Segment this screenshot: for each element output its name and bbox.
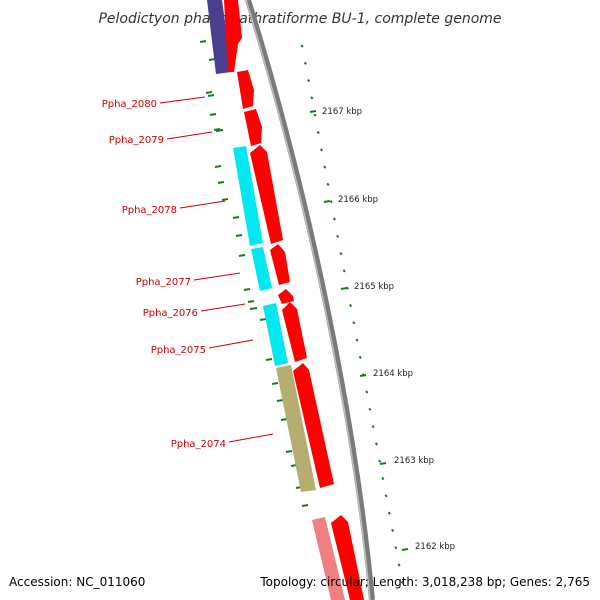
gene-arrow-ppha-2077[interactable] bbox=[270, 244, 290, 285]
gene-arrow-ppha-2080[interactable] bbox=[237, 70, 254, 109]
scale-tick bbox=[384, 494, 388, 498]
scale-tick bbox=[235, 234, 243, 237]
scale-tick bbox=[238, 254, 246, 257]
kbp-label-2162: 2162 kbp bbox=[415, 542, 455, 552]
kbp-label-2167: 2167 kbp bbox=[322, 107, 362, 117]
scale-tick bbox=[390, 528, 395, 533]
scale-tick bbox=[310, 96, 314, 100]
scale-tick bbox=[232, 216, 240, 219]
accession-label: Accession: NC_011060 bbox=[9, 575, 145, 589]
gene-block-ppha-2075[interactable] bbox=[263, 303, 288, 366]
scale-tick bbox=[199, 40, 207, 43]
scale-tick bbox=[387, 511, 391, 515]
gene-arrow-last bbox=[331, 515, 364, 600]
scale-tick bbox=[301, 504, 309, 507]
scale-tick bbox=[394, 546, 398, 550]
gene-block-ppha-2074[interactable] bbox=[276, 365, 316, 492]
scale-tick bbox=[300, 44, 304, 48]
gene-arrow-1 bbox=[224, 0, 242, 72]
scale-tick bbox=[214, 165, 222, 168]
gene-label-ppha-2079[interactable]: Ppha_2079 bbox=[109, 135, 164, 146]
scale-tick bbox=[332, 217, 337, 221]
scale-tick bbox=[259, 318, 267, 321]
scale-tick bbox=[368, 407, 372, 411]
scale-tick bbox=[265, 358, 273, 361]
scale-tick bbox=[348, 303, 353, 308]
gene-arrow-ppha-2078[interactable] bbox=[250, 145, 283, 244]
gene-labels: Ppha_2080 Ppha_2079 Ppha_2078 Ppha_2077 … bbox=[102, 94, 274, 450]
scale-tick bbox=[329, 200, 333, 204]
scale-tick bbox=[381, 476, 385, 481]
scale-tick bbox=[303, 61, 307, 65]
gene-arrow-ppha-2076[interactable] bbox=[278, 289, 294, 304]
scale-tick bbox=[326, 182, 330, 186]
scale-tick bbox=[355, 338, 359, 342]
kbp-label-2163: 2163 kbp bbox=[394, 456, 434, 466]
scale-tick bbox=[307, 78, 311, 83]
reverse-strand-genes bbox=[207, 0, 345, 600]
gene-label-ppha-2080[interactable]: Ppha_2080 bbox=[102, 99, 157, 110]
scale-tick bbox=[208, 58, 216, 61]
scale-tick bbox=[221, 198, 229, 201]
topology-summary: Topology: circular; Length: 3,018,238 bp… bbox=[259, 575, 590, 589]
kbp-scale: 2167 kbp 2166 kbp 2165 kbp 2164 kbp 2163… bbox=[309, 107, 455, 552]
gene-block-ppha-2078[interactable] bbox=[233, 146, 263, 246]
scale-tick bbox=[336, 234, 340, 238]
scale-tick bbox=[352, 321, 356, 325]
forward-strand-genes bbox=[224, 0, 364, 600]
kbp-label-2164: 2164 kbp bbox=[373, 369, 413, 379]
scale-tick bbox=[319, 148, 324, 152]
scale-tick bbox=[280, 418, 288, 421]
scale-tick bbox=[365, 390, 369, 394]
gene-label-ppha-2078[interactable]: Ppha_2078 bbox=[122, 205, 177, 216]
gene-block-ppha-2077[interactable] bbox=[251, 247, 272, 291]
kbp-label-2165: 2165 kbp bbox=[354, 282, 394, 292]
scale-tick bbox=[276, 399, 284, 402]
gene-arrow-ppha-2075[interactable] bbox=[282, 302, 307, 362]
gene-arrow-ppha-2079[interactable] bbox=[244, 109, 262, 146]
scale-tick bbox=[339, 252, 343, 256]
gene-label-ppha-2074[interactable]: Ppha_2074 bbox=[171, 439, 226, 450]
scale-tick bbox=[209, 113, 217, 116]
gene-label-ppha-2076[interactable]: Ppha_2076 bbox=[143, 308, 198, 319]
scale-tick bbox=[316, 130, 320, 135]
scale-tick bbox=[342, 269, 346, 273]
scale-tick bbox=[323, 165, 327, 169]
scale-tick bbox=[205, 91, 213, 94]
scale-tick bbox=[358, 355, 362, 359]
scale-tick bbox=[400, 580, 404, 584]
scale-tick bbox=[313, 113, 317, 117]
kbp-label-2166: 2166 kbp bbox=[338, 195, 378, 205]
gene-label-ppha-2077[interactable]: Ppha_2077 bbox=[136, 277, 191, 288]
scale-tick bbox=[371, 425, 375, 429]
scale-ticks bbox=[199, 40, 404, 584]
gene-block-navy bbox=[207, 0, 232, 74]
scale-tick bbox=[271, 382, 279, 385]
scale-tick bbox=[374, 442, 379, 446]
genome-title: Pelodictyon phaeoclathratiforme BU-1, co… bbox=[98, 11, 501, 27]
gene-label-ppha-2075[interactable]: Ppha_2075 bbox=[151, 345, 206, 356]
scale-tick bbox=[243, 288, 251, 291]
scale-tick bbox=[217, 181, 225, 184]
genome-backbone bbox=[245, 0, 375, 600]
scale-tick bbox=[397, 563, 401, 567]
scale-tick bbox=[213, 128, 221, 131]
gene-arrow-ppha-2074[interactable] bbox=[293, 363, 334, 488]
gene-block-pale bbox=[312, 517, 345, 600]
scale-tick bbox=[285, 450, 293, 453]
scale-tick bbox=[247, 300, 255, 303]
scale-tick bbox=[378, 459, 382, 463]
